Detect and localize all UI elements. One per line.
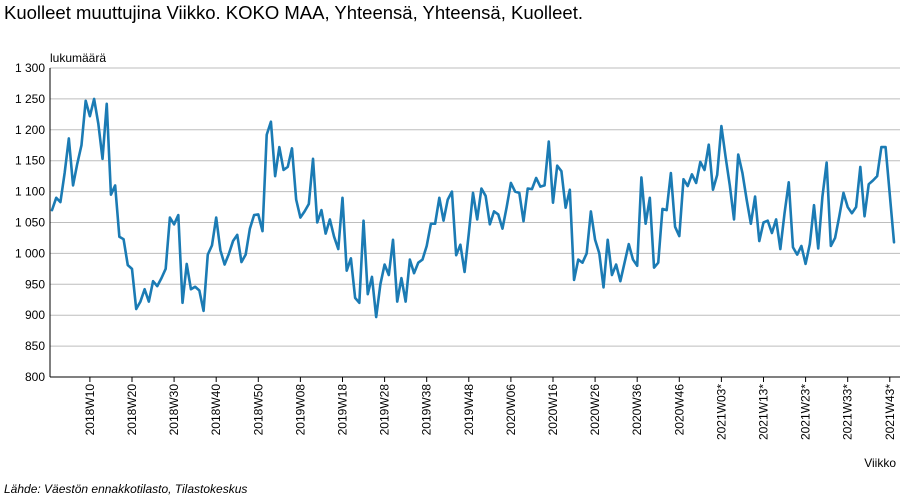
y-tick-label: 1 150 bbox=[15, 154, 45, 168]
y-tick-label: 800 bbox=[25, 370, 45, 384]
x-tick-label: 2019W08 bbox=[293, 384, 307, 436]
series-line-kuolleet bbox=[50, 97, 896, 319]
x-tick-label: 2018W50 bbox=[251, 384, 265, 436]
x-tick-label: 2018W20 bbox=[125, 384, 139, 436]
x-axis-ticks: 2018W10 2018W20 2018W30 2018W40 2018W50 2019W… bbox=[83, 377, 897, 440]
y-tick-label: 1 200 bbox=[15, 123, 45, 137]
y-tick-label: 1 000 bbox=[15, 246, 45, 260]
x-tick-label: 2018W40 bbox=[209, 384, 223, 436]
x-tick-label: 2020W16 bbox=[546, 384, 560, 436]
x-tick-label: 2019W38 bbox=[420, 384, 434, 436]
chart-title: Kuolleet muuttujina Viikko. KOKO MAA, Yh… bbox=[4, 2, 583, 23]
x-tick-label: 2021W33* bbox=[841, 384, 855, 440]
y-tick-label: 850 bbox=[25, 339, 45, 353]
x-tick-label: 2020W36 bbox=[630, 384, 644, 436]
x-tick-label: 2018W10 bbox=[83, 384, 97, 436]
y-tick-label: 1 300 bbox=[15, 61, 45, 75]
y-axis-label: lukumäärä bbox=[50, 51, 106, 65]
x-tick-label: 2021W43* bbox=[883, 384, 897, 440]
x-axis-label: Viikko bbox=[864, 456, 896, 470]
x-tick-label: 2020W46 bbox=[672, 384, 686, 436]
y-tick-label: 1 250 bbox=[15, 92, 45, 106]
source-note: Lähde: Väestön ennakkotilasto, Tilastoke… bbox=[4, 482, 248, 496]
x-tick-label: 2020W26 bbox=[588, 384, 602, 436]
y-tick-label: 950 bbox=[25, 277, 45, 291]
axes bbox=[49, 68, 900, 378]
x-tick-label: 2019W18 bbox=[335, 384, 349, 436]
x-tick-label: 2021W23* bbox=[799, 384, 813, 440]
y-axis-ticks: 800 850 900 950 1 000 1 050 1 100 1 150 1 200 1 2… bbox=[15, 61, 45, 384]
y-tick-label: 900 bbox=[25, 308, 45, 322]
x-tick-label: 2021W03* bbox=[714, 384, 728, 440]
x-tick-label: 2018W30 bbox=[167, 384, 181, 436]
series-layer bbox=[50, 97, 896, 319]
y-tick-label: 1 100 bbox=[15, 185, 45, 199]
x-tick-label: 2019W48 bbox=[462, 384, 476, 436]
y-tick-label: 1 050 bbox=[15, 216, 45, 230]
x-tick-label: 2020W06 bbox=[504, 384, 518, 436]
x-tick-label: 2021W13* bbox=[756, 384, 770, 440]
gridlines bbox=[50, 67, 900, 347]
x-tick-label: 2019W28 bbox=[378, 384, 392, 436]
